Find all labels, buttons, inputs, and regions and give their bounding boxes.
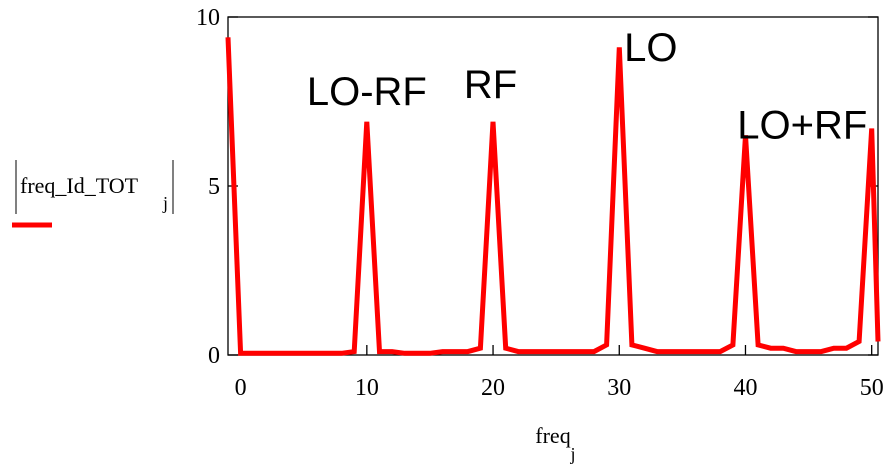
peak-annotations: LO-RF RF LO LO+RF bbox=[307, 26, 867, 148]
x-tick-label: 50 bbox=[860, 375, 884, 401]
x-tick-label: 40 bbox=[733, 375, 757, 401]
x-tick-label: 0 bbox=[235, 375, 247, 401]
y-axis-label: freq_Id_TOT bbox=[20, 173, 139, 198]
x-tick-label: 30 bbox=[607, 375, 631, 401]
y-tick-label: 0 bbox=[208, 343, 220, 369]
x-axis-label: freq bbox=[535, 423, 570, 448]
peak-annotation: LO+RF bbox=[737, 104, 867, 148]
y-tick-label: 5 bbox=[208, 174, 220, 200]
plot-frame bbox=[227, 16, 879, 356]
x-tick-label: 20 bbox=[481, 375, 505, 401]
x-axis-label-subscript: j bbox=[569, 444, 575, 464]
y-tick-label: 10 bbox=[196, 5, 220, 31]
peak-annotation: LO-RF bbox=[307, 70, 427, 114]
y-axis-label-subscript: j bbox=[162, 193, 168, 213]
peak-annotation: LO bbox=[624, 26, 677, 70]
legend: freq_Id_TOT j bbox=[12, 160, 174, 228]
axis-ticks: 0 10 20 30 40 50 0 5 10 bbox=[196, 5, 884, 401]
series-line bbox=[225, 37, 881, 356]
x-tick-label: 10 bbox=[355, 375, 379, 401]
peak-annotation: RF bbox=[464, 63, 517, 107]
